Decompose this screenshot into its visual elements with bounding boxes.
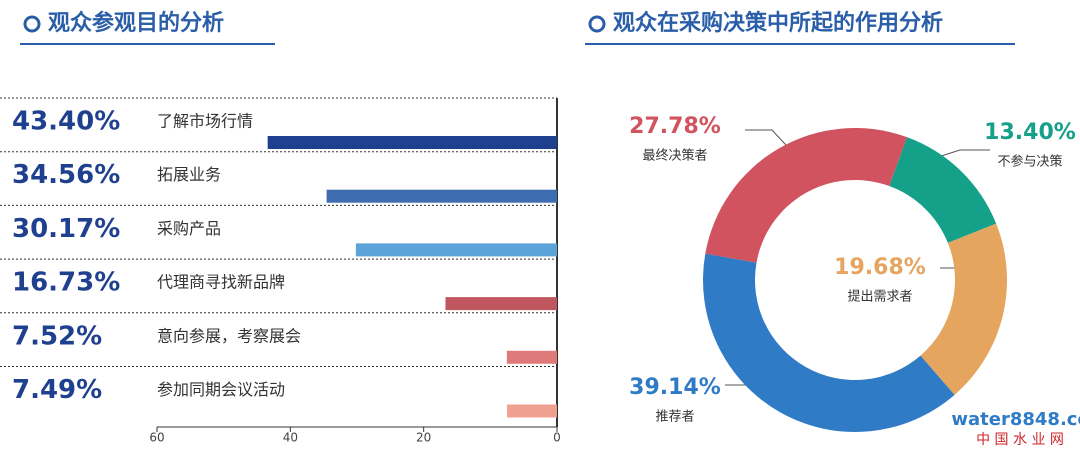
category-label: 采购产品 [157,219,221,238]
category-label: 了解市场行情 [157,112,253,131]
category-label: 参加同期会议活动 [157,380,285,399]
category-label: 最终决策者 [642,148,707,164]
chart-title: 观众在采购决策中所起的作用分析 [613,10,943,36]
bar [506,350,557,364]
title-icon [23,15,41,33]
x-tick-label: 40 [283,431,298,445]
watermark-brand: water8848.com [951,409,1080,430]
category-label: 提出需求者 [847,289,912,305]
category-label: 意向参展，考察展会 [157,326,301,345]
leader-line [934,149,990,159]
value-label: 7.52% [12,321,102,351]
value-label: 27.78% [629,114,721,139]
value-label: 13.40% [984,120,1076,145]
value-label: 7.49% [12,375,102,405]
value-label: 16.73% [12,268,120,298]
bar [507,404,557,418]
donut-segment [920,223,1007,395]
title-icon [588,15,606,33]
donut-segment [705,128,907,263]
watermark-name: 中 国 水 业 网 [976,432,1064,448]
category-label: 代理商寻找新品牌 [157,273,285,292]
value-label: 43.40% [12,107,120,137]
category-label: 不参与决策 [997,154,1062,170]
bar [355,243,557,257]
value-label: 19.68% [834,255,926,280]
x-tick-label: 0 [553,431,561,445]
bar [326,189,557,203]
donut-segment [889,137,997,243]
category-label: 拓展业务 [157,165,221,184]
x-tick-label: 20 [416,431,431,445]
bar [267,136,557,149]
donut-segment [703,253,955,433]
bar [445,297,557,311]
chart-title: 观众参观目的分析 [48,10,224,36]
value-label: 30.17% [12,214,120,244]
value-label: 34.56% [12,160,120,190]
x-tick-label: 60 [149,431,164,445]
value-label: 39.14% [629,375,721,400]
category-label: 推荐者 [655,410,694,425]
